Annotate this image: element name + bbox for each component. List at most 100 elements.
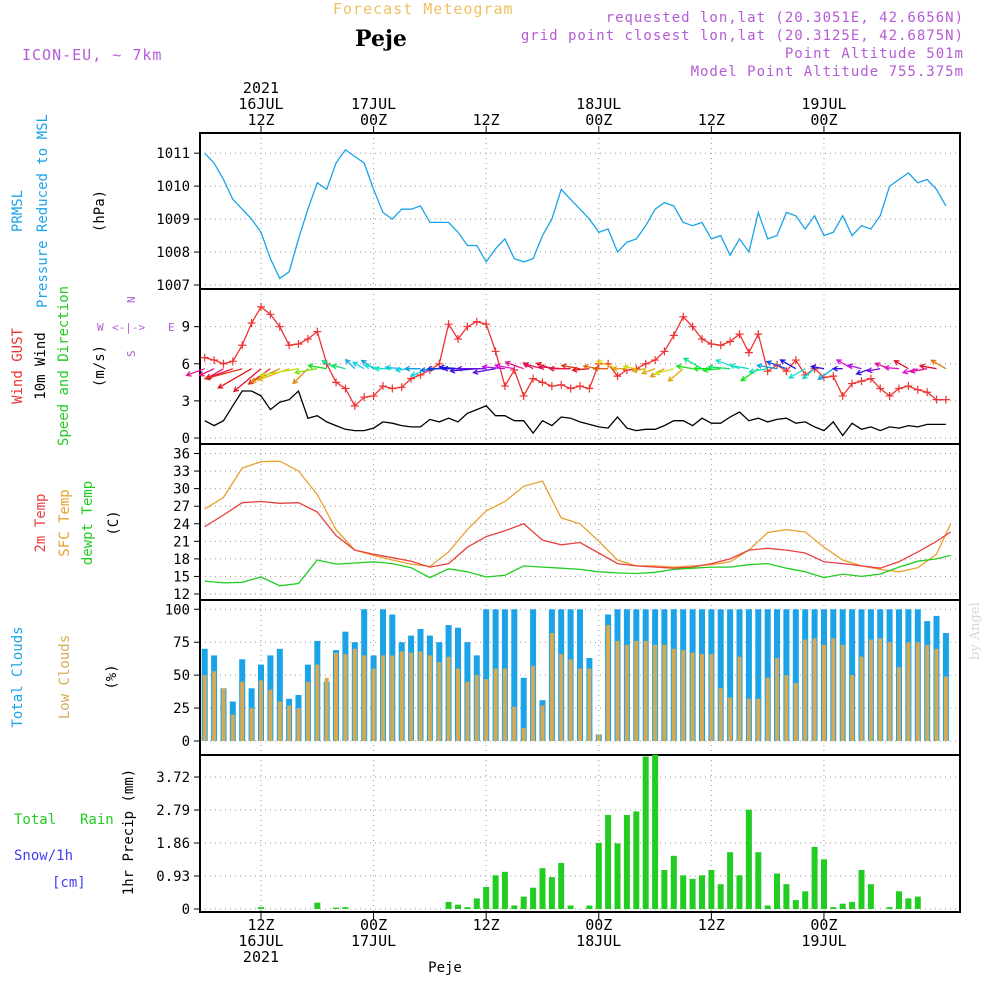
rain-bar [642, 756, 649, 909]
gust-point [941, 395, 950, 404]
rain-bar [802, 891, 809, 909]
gust-point [866, 374, 875, 383]
gust-point [444, 320, 453, 329]
low-clouds-bar [596, 734, 601, 741]
rain-bar [849, 901, 856, 909]
x-tick-label: 00Z [810, 111, 837, 129]
wind-direction-arrow [344, 358, 356, 370]
low-clouds-bar [709, 654, 714, 741]
low-clouds-bar [793, 683, 798, 741]
dewpt-series-line [204, 554, 951, 587]
y-tick-label: 1010 [156, 179, 190, 195]
rain-bar [811, 846, 818, 909]
rain-bar [445, 901, 452, 909]
rain-bar [914, 896, 921, 909]
total-clouds-bar [520, 677, 527, 741]
wind-direction-arrow [373, 365, 393, 372]
x-tick-label: 12Z [473, 111, 500, 129]
gust-point [454, 335, 463, 344]
gust-point [857, 377, 866, 386]
wind-direction-arrow [866, 367, 881, 374]
wind-direction-arrow [893, 360, 909, 370]
x-tick-label: 18JUL [576, 95, 621, 113]
x-tick-label: 12Z [473, 916, 500, 934]
station-title: Peje [355, 26, 407, 52]
gust-point [510, 365, 519, 374]
wind-speed-series-line [204, 389, 946, 437]
gust-point [529, 374, 538, 383]
rain-bar [614, 843, 621, 909]
low-clouds-bar [812, 638, 817, 742]
rain-bar [511, 905, 518, 909]
total-clouds-bar [764, 609, 771, 741]
rain-bar [492, 875, 499, 909]
wind-direction-arrow [667, 368, 684, 382]
total-clouds-bar [717, 609, 724, 741]
wind-direction-arrow [250, 368, 281, 383]
x-tick-label: 12Z [698, 111, 725, 129]
x-tick-label: 00Z [360, 111, 387, 129]
compass-e: E [168, 321, 175, 334]
low-clouds-bar [803, 639, 808, 741]
gust-point [707, 340, 716, 348]
low-clouds-bar [850, 675, 855, 741]
gust-point [904, 382, 913, 391]
low-clouds-bar [681, 650, 686, 741]
gust-point [200, 353, 209, 362]
low-clouds-bar [390, 655, 395, 741]
rain-bar [839, 903, 846, 909]
gust-point [285, 341, 294, 350]
wind-direction-arrow [918, 363, 937, 370]
wind-direction-arrow [592, 365, 609, 372]
low-clouds-bar [371, 668, 376, 741]
gust-point [275, 322, 284, 331]
low-clouds-bar [578, 668, 582, 741]
y-tick-label: 0 [182, 734, 190, 750]
low-clouds-bar [409, 652, 414, 741]
low-clouds-bar [221, 688, 226, 741]
gust-point [613, 372, 622, 381]
y-tick-label: 18 [173, 552, 190, 568]
y-tick-label: 0.93 [156, 869, 190, 885]
gust-point [294, 340, 303, 348]
wind-direction-arrow [217, 368, 252, 389]
low-clouds-bar [822, 644, 826, 741]
gust-point [679, 312, 688, 321]
y-tick-label: 9 [182, 320, 190, 336]
compass-w: W [97, 321, 104, 334]
pressure-series-line [204, 148, 947, 280]
x-tick-label: 2021 [243, 948, 279, 966]
gust-point [838, 391, 847, 400]
total-clouds-bar [276, 648, 283, 741]
y-tick-label: 6 [182, 357, 190, 373]
rain-bar [699, 875, 705, 909]
rain-bar [314, 902, 321, 909]
precip-unit: 1hr Precip (mm) [121, 769, 137, 895]
low-clouds-bar [493, 668, 498, 741]
wind-direction-arrow [259, 368, 299, 378]
low-clouds-bar [381, 655, 385, 741]
rain-bar [342, 907, 349, 909]
gust-point [744, 348, 753, 357]
rain-bar [867, 884, 874, 909]
x-tick-label: 12Z [247, 111, 274, 129]
wind-speed-direction-label: Speed and Direction [56, 286, 72, 446]
wind-direction-arrow [714, 358, 740, 370]
gust-point [876, 384, 885, 393]
y-tick-label: 33 [173, 464, 190, 480]
gust-point [350, 401, 359, 410]
wind-label: 10m Wind [33, 332, 49, 399]
clouds-unit: (%) [104, 664, 120, 689]
gust-series-line [204, 305, 946, 407]
wind-direction-arrow [622, 364, 637, 371]
low-clouds-bar [756, 698, 761, 741]
x-tick-label: 17JUL [351, 95, 396, 113]
gust-point [341, 384, 350, 393]
rain-bar [886, 907, 893, 909]
gust-point [360, 393, 369, 402]
rain-bar [905, 898, 912, 909]
rain-bar [727, 852, 734, 909]
gust-point [266, 310, 275, 319]
low-clouds-bar [868, 639, 873, 741]
total-clouds-label: Total Clouds [10, 626, 26, 727]
